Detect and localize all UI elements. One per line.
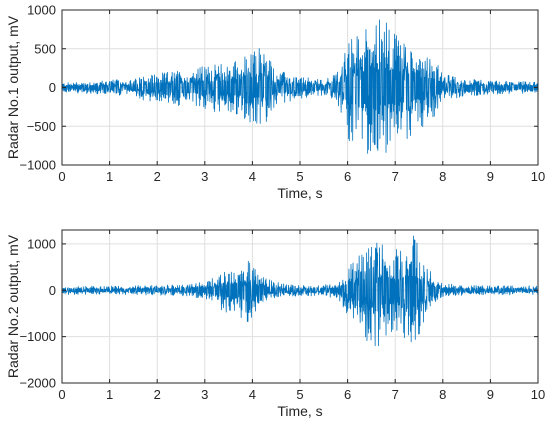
- x-tick-label: 1: [106, 387, 113, 402]
- x-tick-label: 4: [249, 387, 256, 402]
- x-tick-label: 0: [58, 387, 65, 402]
- x-tick-label: 9: [487, 169, 494, 184]
- x-tick-label: 9: [487, 387, 494, 402]
- y-tick-label: −1000: [19, 329, 56, 344]
- x-axis-label: Time, s: [277, 185, 322, 201]
- radar-1-plot: 0 1 2 3 4 5 6 7 8 9 10 −1000 −500 0 500 1000 Time, s Rada…: [5, 3, 545, 202]
- x-tick-label: 7: [392, 169, 399, 184]
- x-tick-label: 3: [201, 169, 208, 184]
- y-axis-label: Radar No.1 output, mV: [5, 15, 21, 159]
- y-axis-label: Radar No.2 output, mV: [5, 234, 21, 378]
- x-tick-label: 7: [392, 387, 399, 402]
- x-tick-label: 8: [439, 169, 446, 184]
- x-tick-label: 10: [531, 169, 545, 184]
- y-tick-label: 0: [49, 283, 56, 298]
- x-tick-label: 5: [296, 169, 303, 184]
- x-tick-label: 4: [249, 169, 256, 184]
- y-tick-label: −1000: [19, 158, 56, 173]
- x-tick-label: 0: [58, 169, 65, 184]
- signal-trace: [61, 19, 539, 154]
- x-tick-label: 2: [154, 387, 161, 402]
- radar-2-plot: 0 1 2 3 4 5 6 7 8 9 10 −2000 −1000 0 1000 Time, s Radar …: [5, 229, 545, 419]
- y-tick-label: 0: [49, 80, 56, 95]
- x-tick-label: 3: [201, 387, 208, 402]
- x-tick-label: 5: [296, 387, 303, 402]
- x-tick-label: 1: [106, 169, 113, 184]
- x-tick-label: 6: [344, 169, 351, 184]
- x-tick-label: 8: [439, 387, 446, 402]
- y-tick-label: −500: [27, 119, 56, 134]
- y-tick-label: 1000: [27, 236, 56, 251]
- signal-trace: [61, 235, 539, 347]
- y-tick-label: −2000: [19, 376, 56, 391]
- x-tick-label: 2: [154, 169, 161, 184]
- x-axis-label: Time, s: [277, 403, 322, 419]
- y-tick-label: 500: [34, 41, 56, 56]
- y-tick-label: 1000: [27, 3, 56, 18]
- x-tick-label: 6: [344, 387, 351, 402]
- x-tick-label: 10: [531, 387, 545, 402]
